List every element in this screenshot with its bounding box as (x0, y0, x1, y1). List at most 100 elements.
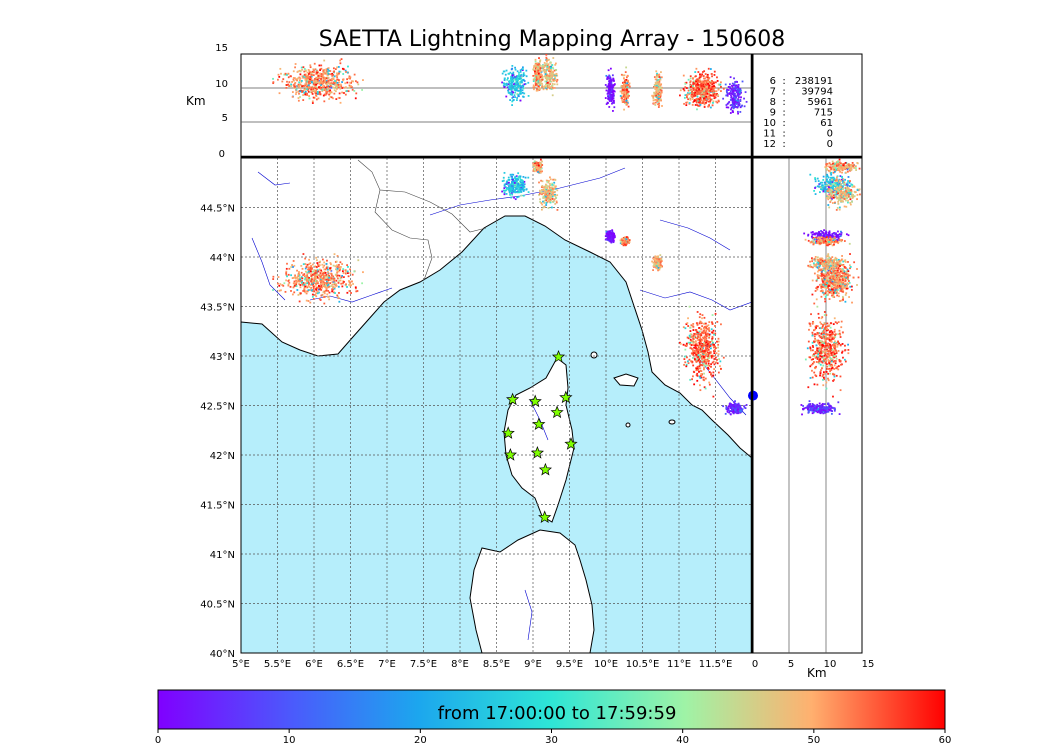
map-source-dot (288, 281, 291, 284)
map-source-dot (298, 280, 301, 283)
map-source-dot (335, 284, 338, 287)
altitude-source-dot (516, 79, 519, 82)
map-source-dot (549, 196, 552, 199)
national-border (357, 159, 433, 281)
altitude-source-dot (297, 83, 300, 86)
altitude-source-dot (541, 67, 544, 70)
map-source-dot (517, 172, 520, 175)
map-source-dot (737, 402, 740, 405)
altitude-source-dot (511, 78, 514, 81)
altitude-source-dot (306, 71, 309, 74)
map-source-dot (319, 283, 322, 285)
altitude-source-dot (542, 66, 545, 69)
altitude-source-dot (349, 77, 351, 80)
map-source-dot (277, 282, 279, 285)
map-source-dot (626, 238, 629, 240)
map-source-dot (687, 341, 690, 344)
map-source-dot (303, 283, 306, 286)
altitude-source-dot (537, 86, 540, 89)
map-source-dot (682, 343, 685, 346)
altitude-source-dot (520, 90, 522, 93)
map-source-dot (538, 194, 540, 196)
altitude-source-dot (703, 89, 706, 91)
map-source-dot (690, 340, 693, 342)
map-source-dot (702, 362, 705, 365)
map-source-dot (298, 274, 301, 277)
altitude-source-dot (287, 83, 290, 86)
altitude-source-dot (703, 97, 705, 100)
altitude-source-dot (285, 84, 288, 86)
altitude-source-dot (623, 79, 626, 82)
map-source-dot (523, 188, 526, 191)
altitude-source-dot (628, 85, 631, 88)
map-source-dot (714, 349, 716, 351)
map-source-dot (300, 264, 303, 267)
map-source-dot (707, 333, 709, 336)
altitude-source-dot (704, 101, 707, 104)
altitude-source-dot (731, 100, 734, 103)
altitude-source-dot (502, 84, 505, 87)
altitude-source-dot (542, 69, 545, 72)
map-source-dot (612, 232, 614, 235)
map-source-dot (298, 300, 301, 303)
altitude-source-dot (287, 76, 290, 79)
map-source-dot (537, 162, 540, 164)
altitude-source-dot (711, 80, 714, 83)
map-source-dot (688, 336, 691, 339)
altitude-source-dot (308, 73, 310, 75)
side-source-dot (824, 295, 827, 298)
altitude-source-dot (311, 89, 314, 92)
altitude-source-dot (652, 97, 655, 100)
map-source-dot (550, 189, 552, 191)
map-source-dot (540, 202, 543, 204)
altitude-source-dot (606, 78, 609, 80)
altitude-source-dot (656, 83, 659, 85)
map-source-dot (313, 290, 315, 293)
altitude-source-dot (315, 98, 318, 101)
map-source-dot (337, 297, 340, 300)
altitude-source-dot (555, 69, 558, 71)
altitude-source-dot (539, 68, 542, 71)
elba-island (613, 373, 639, 387)
altitude-source-dot (609, 76, 612, 79)
altitude-source-dot (731, 93, 734, 96)
map-source-dot (311, 283, 314, 286)
altitude-source-dot (625, 88, 628, 91)
altitude-source-dot (701, 89, 704, 92)
map-source-dot (503, 171, 506, 174)
altitude-source-dot (703, 94, 706, 96)
altitude-source-dot (622, 92, 625, 95)
longitude-tick-label: 5.5°E (264, 659, 291, 670)
map-source-dot (722, 405, 725, 408)
altitude-source-dot (544, 64, 547, 67)
map-source-dot (515, 175, 518, 178)
altitude-source-dot (708, 96, 711, 99)
altitude-source-dot (336, 66, 338, 69)
altitude-source-dot (624, 95, 626, 98)
map-source-dot (604, 235, 607, 238)
altitude-source-dot (506, 78, 509, 81)
altitude-source-dot (346, 81, 349, 84)
altitude-source-dot (532, 80, 535, 83)
altitude-source-dot (611, 85, 614, 88)
side-source-dot (816, 288, 819, 291)
map-source-dot (538, 167, 541, 170)
altitude-source-dot (699, 90, 702, 93)
altitude-source-dots (272, 54, 748, 115)
altitude-source-dot (322, 77, 325, 80)
map-source-dot (329, 282, 332, 285)
altitude-source-dot (610, 100, 613, 102)
stats-separator: : (782, 97, 785, 108)
altitude-source-dot (536, 77, 538, 80)
map-source-dot (713, 358, 716, 360)
altitude-source-dot (536, 66, 539, 69)
map-source-dot (691, 339, 694, 342)
altitude-source-dot (735, 103, 738, 105)
altitude-source-dot (705, 95, 708, 98)
map-source-dot (686, 336, 689, 339)
altitude-source-dot (657, 103, 659, 106)
altitude-source-dot (516, 70, 519, 73)
map-source-dot (326, 280, 328, 283)
map-source-dot (329, 279, 332, 281)
map-source-dot (510, 184, 513, 187)
